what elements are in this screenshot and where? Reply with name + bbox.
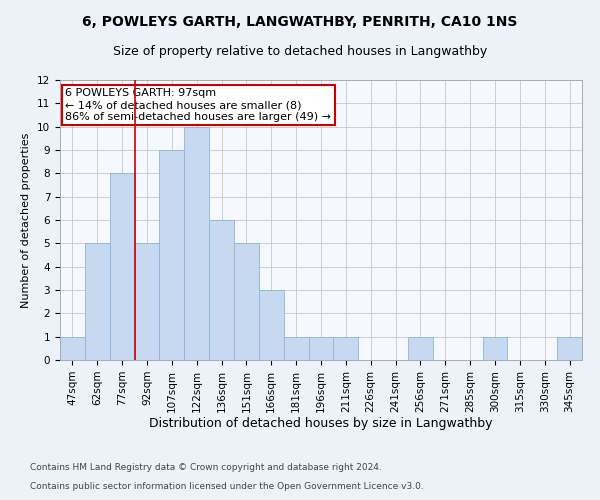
Bar (284, 336, 308, 360)
Text: 6, POWLEYS GARTH, LANGWATHBY, PENRITH, CA10 1NS: 6, POWLEYS GARTH, LANGWATHBY, PENRITH, C… (82, 15, 518, 29)
X-axis label: Distribution of detached houses by size in Langwathby: Distribution of detached houses by size … (149, 418, 493, 430)
Text: 6 POWLEYS GARTH: 97sqm
← 14% of detached houses are smaller (8)
86% of semi-deta: 6 POWLEYS GARTH: 97sqm ← 14% of detached… (65, 88, 331, 122)
Bar (482, 336, 508, 360)
Bar (184, 126, 209, 360)
Bar (85, 244, 110, 360)
Bar (160, 150, 184, 360)
Bar (110, 174, 134, 360)
Bar (557, 336, 582, 360)
Bar (259, 290, 284, 360)
Text: Contains HM Land Registry data © Crown copyright and database right 2024.: Contains HM Land Registry data © Crown c… (30, 464, 382, 472)
Bar (308, 336, 334, 360)
Bar (408, 336, 433, 360)
Bar (134, 244, 160, 360)
Bar (60, 336, 85, 360)
Bar (334, 336, 358, 360)
Text: Contains public sector information licensed under the Open Government Licence v3: Contains public sector information licen… (30, 482, 424, 491)
Bar (234, 244, 259, 360)
Y-axis label: Number of detached properties: Number of detached properties (22, 132, 31, 308)
Bar (209, 220, 234, 360)
Text: Size of property relative to detached houses in Langwathby: Size of property relative to detached ho… (113, 45, 487, 58)
